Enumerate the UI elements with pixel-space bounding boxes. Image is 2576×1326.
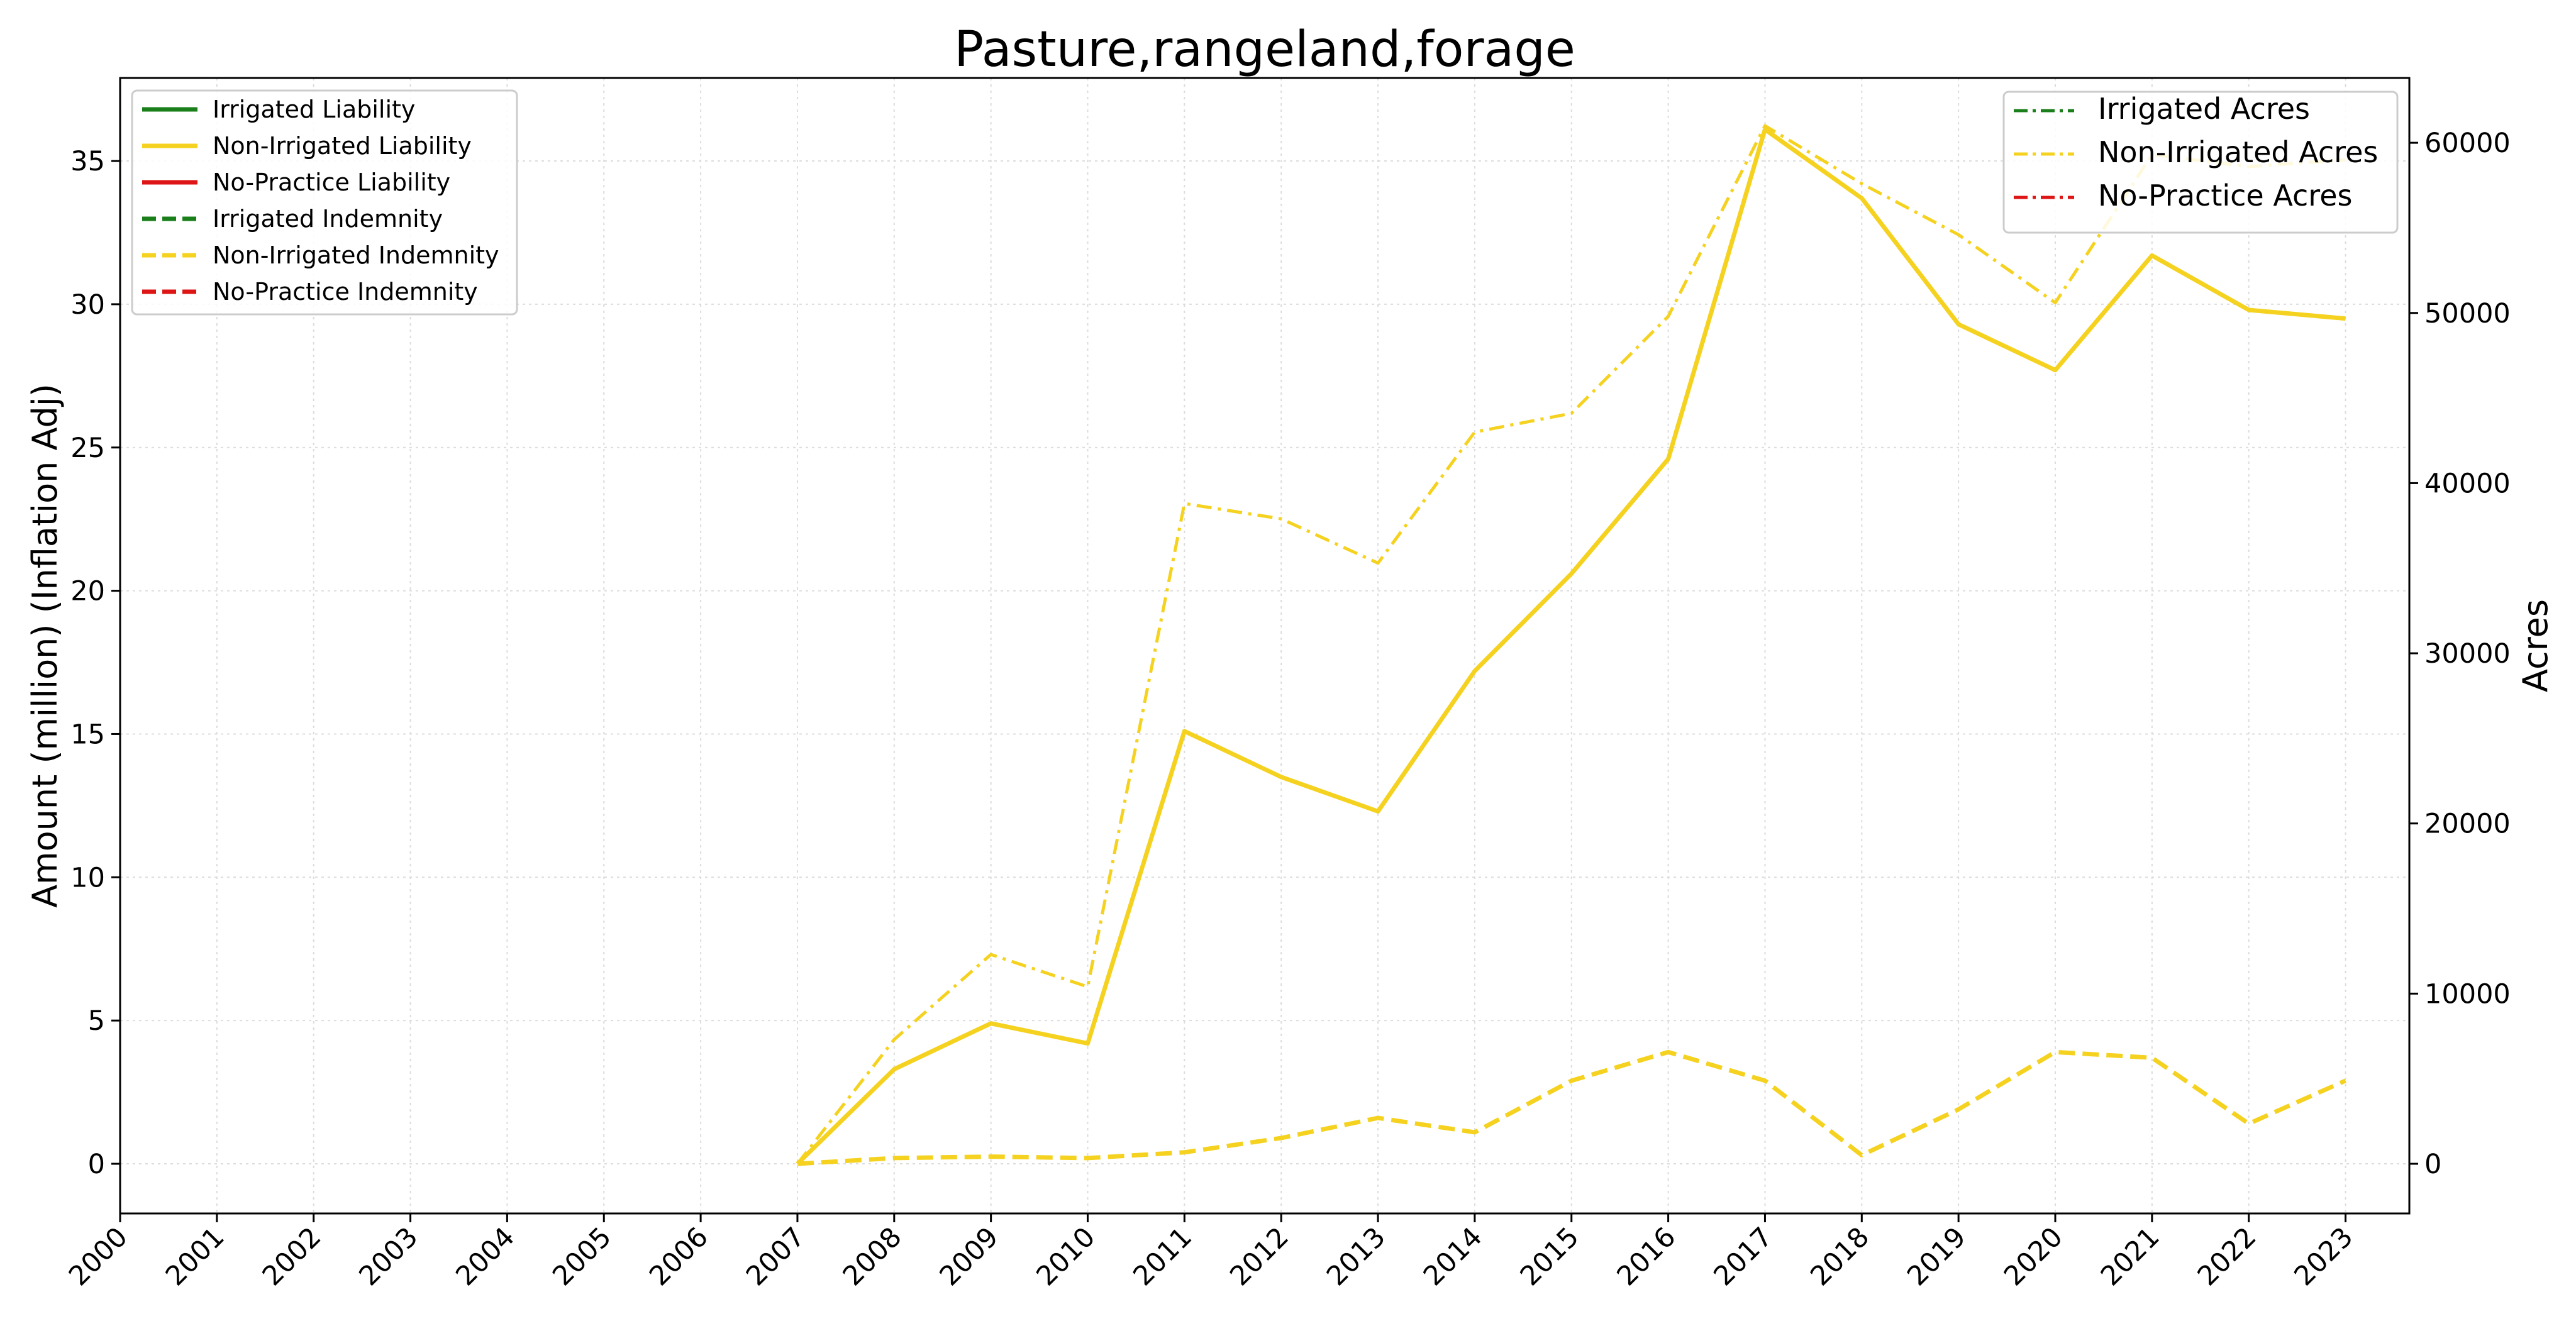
x-tick-label: 2002	[257, 1221, 328, 1292]
x-tick-label: 2006	[643, 1221, 714, 1292]
x-tick-label: 2018	[1804, 1221, 1875, 1292]
x-tick-label: 2010	[1031, 1221, 1102, 1292]
x-tick-label: 2016	[1611, 1221, 1682, 1292]
series-lines	[796, 124, 2346, 1166]
x-tick-label: 2012	[1224, 1221, 1295, 1292]
y-tick-label: 5	[88, 1005, 105, 1037]
x-tick-label: 2011	[1127, 1221, 1198, 1292]
y2-tick-label: 30000	[2424, 638, 2511, 670]
y-tick-label: 25	[70, 433, 105, 464]
x-tick-label: 2021	[2095, 1221, 2166, 1292]
y-tick-label: 0	[88, 1149, 105, 1180]
legend-label: Irrigated Acres	[2098, 92, 2310, 126]
legend-label: Irrigated Liability	[213, 96, 415, 123]
legend-label: No-Practice Indemnity	[213, 278, 478, 306]
y2-axis-label: Acres	[2516, 599, 2555, 692]
y-axis-label: Amount (million) (Inflation Adj)	[25, 384, 65, 908]
x-tick-label: 2023	[2289, 1221, 2360, 1292]
grid	[119, 78, 2409, 1213]
legend-label: No-Practice Acres	[2098, 179, 2352, 213]
y2-tick-label: 60000	[2424, 128, 2511, 159]
y-tick-label: 35	[70, 146, 105, 177]
y2-tick-label: 10000	[2424, 978, 2511, 1010]
y-tick-label: 30	[70, 289, 105, 321]
series-line-non-irrigated-liability	[796, 127, 2346, 1166]
x-tick-label: 2008	[837, 1221, 908, 1292]
x-tick-label: 2003	[353, 1221, 425, 1292]
legend-right: Irrigated Acres Non-Irrigated Acres No-Pra…	[2002, 91, 2399, 234]
x-tick-label: 2001	[160, 1221, 231, 1292]
legend-box	[131, 89, 518, 316]
x-tick-label: 2013	[1321, 1221, 1392, 1292]
series-line-non-irrigated-acres	[796, 124, 2346, 1165]
x-tick-label: 2022	[2192, 1221, 2263, 1292]
x-tick-label: 2020	[1998, 1221, 2069, 1292]
x-tick-label: 2015	[1514, 1221, 1585, 1292]
plot-frame	[119, 77, 2411, 1215]
x-tick-label: 2017	[1707, 1221, 1779, 1292]
y-tick-label: 10	[70, 862, 105, 893]
x-tick-label: 2007	[740, 1221, 811, 1292]
y2-tick-label: 50000	[2424, 298, 2511, 329]
legend-box	[2002, 91, 2399, 234]
x-tick-label: 2004	[450, 1221, 521, 1292]
x-tick-label: 2014	[1418, 1221, 1489, 1292]
legend-label: Non-Irrigated Liability	[213, 132, 472, 160]
y-tick-label: 20	[70, 576, 105, 607]
legend-label: Non-Irrigated Indemnity	[213, 241, 499, 269]
y2-tick-label: 40000	[2424, 468, 2511, 499]
chart-title: Pasture,rangeland,forage	[954, 21, 1575, 78]
legend-label: Irrigated Indemnity	[213, 205, 443, 233]
x-tick-label: 2009	[934, 1221, 1005, 1292]
y-tick-label: 15	[70, 719, 105, 750]
legend-left: Irrigated Liability Non-Irrigated Liabili…	[131, 89, 518, 316]
legend-label: No-Practice Liability	[213, 169, 450, 196]
y2-tick-label: 20000	[2424, 809, 2511, 840]
x-tick-label: 2005	[547, 1221, 618, 1292]
x-tick-label: 2000	[63, 1221, 134, 1292]
legend-label: Non-Irrigated Acres	[2098, 135, 2378, 169]
y2-tick-label: 0	[2424, 1149, 2441, 1180]
series-line-non-irrigated-indemnity	[797, 1049, 2346, 1166]
x-tick-label: 2019	[1901, 1221, 1972, 1292]
